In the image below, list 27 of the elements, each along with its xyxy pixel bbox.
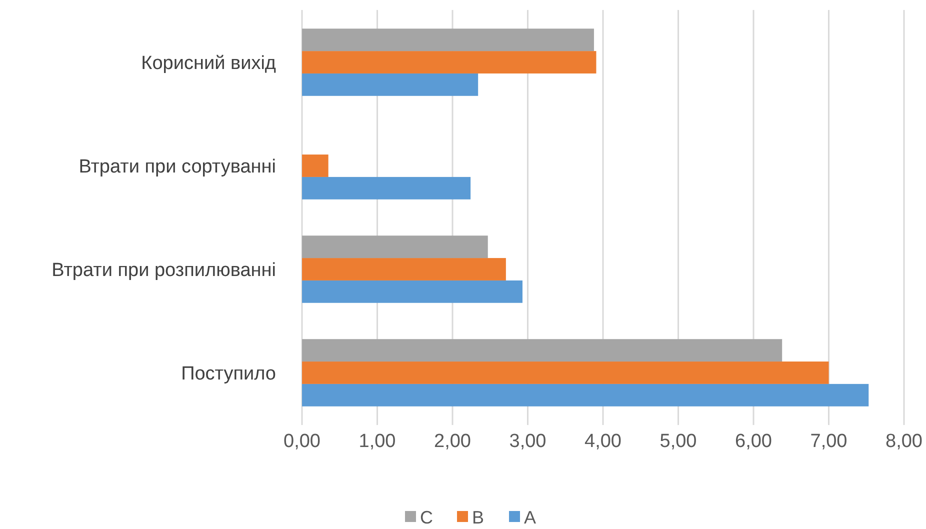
y-tick-label: Поступило — [181, 363, 276, 384]
y-tick-label: Корисний вихід — [141, 52, 276, 74]
x-tick-label: 7,00 — [810, 431, 848, 452]
x-tick-label: 6,00 — [735, 431, 772, 452]
bar — [302, 339, 782, 362]
y-tick-label: Втрати при сортуванні — [78, 156, 276, 178]
bar — [302, 28, 594, 52]
legend-label: C — [420, 507, 433, 528]
legend-label: A — [524, 507, 536, 528]
bar — [302, 73, 478, 96]
y-tick-label: Втрати при розпилюванні — [52, 260, 276, 281]
bar — [302, 236, 488, 258]
x-tick-label: 8,00 — [886, 431, 922, 452]
x-tick-label: 3,00 — [509, 431, 546, 452]
x-tick-label: 4,00 — [584, 431, 622, 452]
bar — [302, 384, 869, 406]
x-tick-label: 2,00 — [434, 431, 471, 452]
bar — [302, 280, 522, 303]
x-tick-label: 5,00 — [660, 431, 697, 452]
legend-label: B — [472, 507, 484, 528]
bar — [302, 362, 829, 384]
bar — [302, 154, 328, 177]
bar — [302, 176, 471, 200]
x-tick-label: 1,00 — [358, 431, 396, 452]
bar — [302, 258, 506, 280]
x-tick-label: 0,00 — [284, 431, 320, 452]
bar — [302, 51, 596, 74]
